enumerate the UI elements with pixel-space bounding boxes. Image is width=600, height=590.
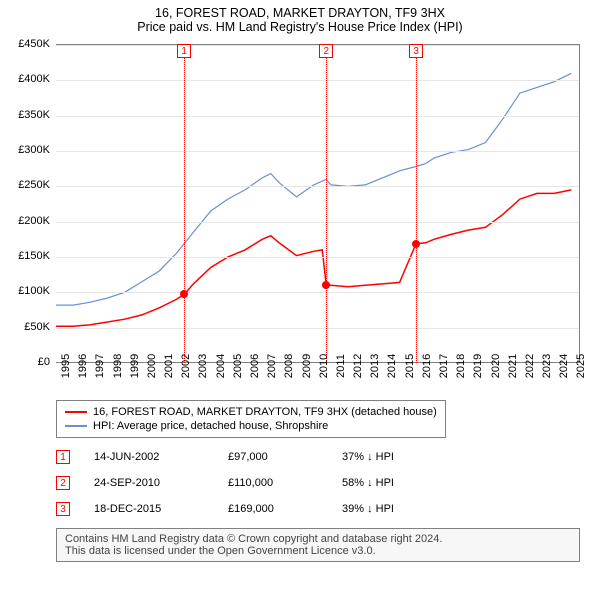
- x-tick-label: 2002: [180, 354, 192, 378]
- y-tick-label: £300K: [18, 144, 50, 156]
- gridline: [56, 116, 579, 117]
- y-tick-label: £100K: [18, 285, 50, 297]
- x-tick-label: 2015: [404, 354, 416, 378]
- x-tick-label: 2019: [472, 354, 484, 378]
- x-tick-label: 1995: [60, 354, 72, 378]
- event-row: 3 18-DEC-2015 £169,000 39% ↓ HPI: [56, 496, 590, 522]
- event-marker-icon: 2: [56, 476, 70, 490]
- event-date: 24-SEP-2010: [94, 477, 204, 489]
- x-tick-label: 2011: [335, 354, 347, 378]
- x-tick-label: 1997: [94, 354, 106, 378]
- marker-line: [184, 45, 185, 363]
- legend: 16, FOREST ROAD, MARKET DRAYTON, TF9 3HX…: [56, 400, 446, 438]
- marker-line: [326, 45, 327, 363]
- legend-swatch: [65, 411, 87, 413]
- x-tick-label: 1999: [129, 354, 141, 378]
- x-tick-label: 2021: [507, 354, 519, 378]
- x-tick-label: 2020: [490, 354, 502, 378]
- event-row: 1 14-JUN-2002 £97,000 37% ↓ HPI: [56, 444, 590, 470]
- x-tick-label: 2018: [455, 354, 467, 378]
- x-tick-label: 2003: [197, 354, 209, 378]
- marker-line: [416, 45, 417, 363]
- x-tick-label: 2013: [369, 354, 381, 378]
- x-tick-label: 2016: [421, 354, 433, 378]
- event-marker-icon: 3: [56, 502, 70, 516]
- events-table: 1 14-JUN-2002 £97,000 37% ↓ HPI 2 24-SEP…: [56, 444, 590, 522]
- x-tick-label: 2000: [146, 354, 158, 378]
- event-row: 2 24-SEP-2010 £110,000 58% ↓ HPI: [56, 470, 590, 496]
- footer-line2: This data is licensed under the Open Gov…: [65, 545, 571, 557]
- marker-box-icon: 2: [319, 44, 333, 58]
- x-tick-label: 2017: [438, 354, 450, 378]
- event-price: £97,000: [228, 451, 318, 463]
- event-price: £169,000: [228, 503, 318, 515]
- gridline: [56, 292, 579, 293]
- x-tick-label: 2001: [163, 354, 175, 378]
- chart-title-line1: 16, FOREST ROAD, MARKET DRAYTON, TF9 3HX: [10, 6, 590, 20]
- legend-label: HPI: Average price, detached house, Shro…: [93, 420, 328, 432]
- x-tick-label: 1996: [77, 354, 89, 378]
- x-tick-label: 2014: [386, 354, 398, 378]
- event-price: £110,000: [228, 477, 318, 489]
- y-tick-label: £250K: [18, 179, 50, 191]
- legend-swatch: [65, 425, 87, 427]
- gridline: [56, 151, 579, 152]
- marker-dot-icon: [180, 290, 188, 298]
- x-tick-label: 2025: [575, 354, 587, 378]
- footer-line1: Contains HM Land Registry data © Crown c…: [65, 533, 571, 545]
- legend-label: 16, FOREST ROAD, MARKET DRAYTON, TF9 3HX…: [93, 406, 437, 418]
- x-tick-label: 2010: [318, 354, 330, 378]
- event-marker-icon: 1: [56, 450, 70, 464]
- event-delta: 39% ↓ HPI: [342, 503, 452, 515]
- y-tick-label: £150K: [18, 250, 50, 262]
- marker-box-icon: 3: [409, 44, 423, 58]
- y-tick-label: £350K: [18, 109, 50, 121]
- gridline: [56, 328, 579, 329]
- chart-title-line2: Price paid vs. HM Land Registry's House …: [10, 20, 590, 34]
- legend-item: HPI: Average price, detached house, Shro…: [65, 419, 437, 433]
- gridline: [56, 257, 579, 258]
- gridline: [56, 186, 579, 187]
- event-date: 14-JUN-2002: [94, 451, 204, 463]
- attribution-footer: Contains HM Land Registry data © Crown c…: [56, 528, 580, 562]
- y-tick-label: £0: [38, 356, 50, 368]
- x-tick-label: 2024: [558, 354, 570, 378]
- series-line-hpi: [56, 73, 571, 305]
- y-tick-label: £400K: [18, 73, 50, 85]
- marker-dot-icon: [412, 240, 420, 248]
- series-line-price_paid: [56, 190, 571, 326]
- marker-box-icon: 1: [177, 44, 191, 58]
- event-delta: 58% ↓ HPI: [342, 477, 452, 489]
- x-tick-label: 2012: [352, 354, 364, 378]
- legend-item: 16, FOREST ROAD, MARKET DRAYTON, TF9 3HX…: [65, 405, 437, 419]
- gridline: [56, 222, 579, 223]
- gridline: [56, 80, 579, 81]
- x-tick-label: 2005: [232, 354, 244, 378]
- line-series-svg: [56, 45, 580, 363]
- event-delta: 37% ↓ HPI: [342, 451, 452, 463]
- x-tick-label: 2009: [301, 354, 313, 378]
- x-tick-label: 2008: [283, 354, 295, 378]
- x-tick-label: 2023: [541, 354, 553, 378]
- x-tick-label: 2004: [215, 354, 227, 378]
- event-date: 18-DEC-2015: [94, 503, 204, 515]
- plot-area: 1 2 3: [56, 44, 580, 362]
- chart-container: 16, FOREST ROAD, MARKET DRAYTON, TF9 3HX…: [0, 0, 600, 590]
- y-tick-label: £50K: [24, 321, 50, 333]
- x-tick-label: 2022: [524, 354, 536, 378]
- gridline: [56, 45, 579, 46]
- marker-dot-icon: [322, 281, 330, 289]
- x-tick-label: 2006: [249, 354, 261, 378]
- y-tick-label: £200K: [18, 215, 50, 227]
- chart-area: 1 2 3 £0 £50K £100K £150K £200K £250K £300K £350K…: [10, 40, 590, 398]
- x-tick-label: 1998: [112, 354, 124, 378]
- y-tick-label: £450K: [18, 38, 50, 50]
- x-tick-label: 2007: [266, 354, 278, 378]
